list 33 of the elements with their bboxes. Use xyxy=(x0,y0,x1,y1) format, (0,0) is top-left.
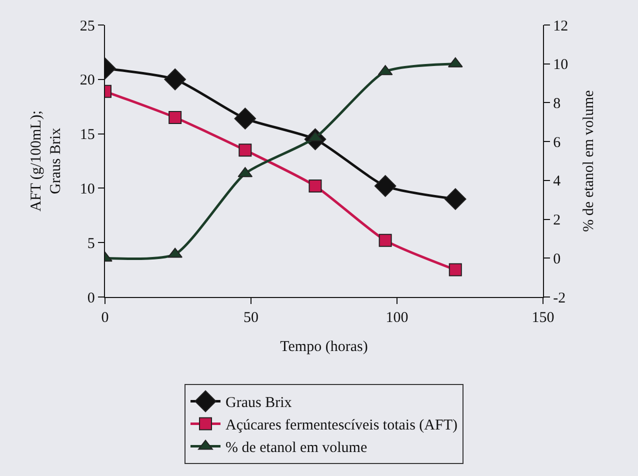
y2-tick-label: 12 xyxy=(553,18,568,34)
y-tick-label: 0 xyxy=(87,290,95,306)
y-tick-label: 15 xyxy=(80,127,95,144)
point xyxy=(234,108,256,130)
point xyxy=(448,263,462,276)
point xyxy=(444,188,466,210)
y2-tick-label: 10 xyxy=(553,57,568,74)
y2-axis-title: % de etanol em volume xyxy=(581,90,598,232)
y2-tick-label: 2 xyxy=(553,212,561,229)
point xyxy=(164,68,186,90)
y2-tick-label: -2 xyxy=(553,290,566,306)
y2-tick-label: 0 xyxy=(553,251,561,268)
point xyxy=(238,144,252,157)
y-tick-label: 5 xyxy=(87,236,95,252)
point xyxy=(168,110,182,124)
y-tick-label: 25 xyxy=(80,18,95,34)
x-tick-label: 100 xyxy=(386,310,408,326)
legend-label: Açúcares fermentescíveis totais (AFT) xyxy=(226,418,458,434)
x-tick-label: 150 xyxy=(532,310,554,326)
y-tick-label: 20 xyxy=(80,72,95,89)
point xyxy=(378,234,392,247)
point xyxy=(374,175,396,197)
y-tick-label: 10 xyxy=(80,181,95,198)
y2-tick-label: 8 xyxy=(553,96,561,112)
legend-label: Graus Brix xyxy=(226,395,292,412)
y2-tick-label: 4 xyxy=(553,174,562,190)
legend-label: % de etanol em volume xyxy=(226,440,368,456)
y-axis-title: AFT (g/100mL);Graus Brix xyxy=(28,110,64,212)
x-tick-label: 0 xyxy=(101,310,109,326)
y2-tick-label: 6 xyxy=(553,134,562,151)
point xyxy=(308,180,322,193)
x-tick-label: 50 xyxy=(244,310,258,326)
x-axis-title: Tempo (horas) xyxy=(280,339,368,356)
